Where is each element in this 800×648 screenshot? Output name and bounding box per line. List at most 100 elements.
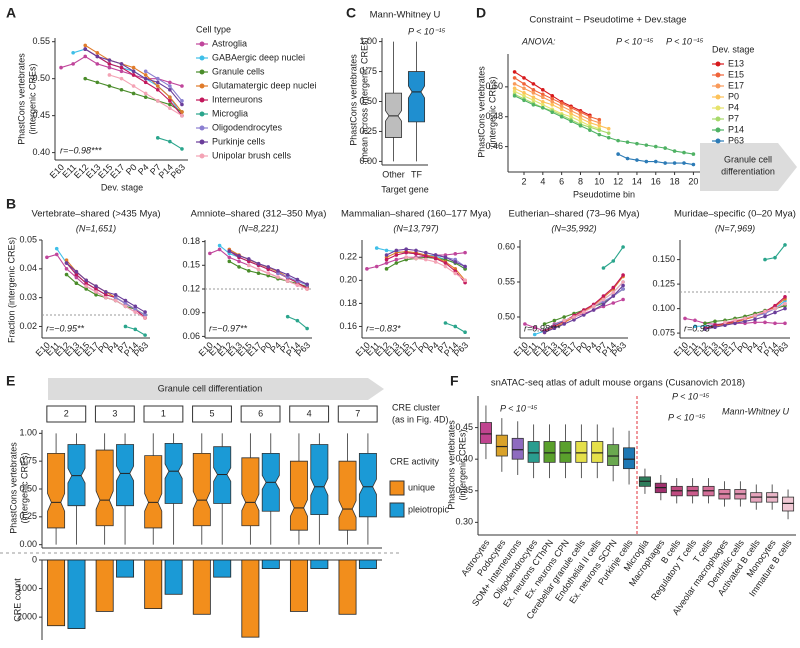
box <box>407 71 426 123</box>
data-point <box>59 65 63 70</box>
data-point <box>453 271 458 276</box>
legend-label: P7 <box>728 113 739 123</box>
data-point <box>522 91 526 95</box>
data-point <box>569 108 573 113</box>
box <box>47 452 66 529</box>
category-box <box>143 405 184 423</box>
data-point <box>414 248 418 253</box>
data-point <box>522 98 526 103</box>
data-point <box>133 307 138 311</box>
data-point <box>550 102 555 107</box>
data-point <box>404 255 408 260</box>
data-point <box>559 104 564 109</box>
box <box>95 449 114 527</box>
series-line <box>84 44 183 113</box>
chart-title: Muridae–specific (0–20 Mya) <box>674 209 796 220</box>
data-point <box>131 84 136 88</box>
data-point <box>113 292 118 297</box>
legend-label: E13 <box>728 58 744 68</box>
bar <box>67 559 86 629</box>
annotation: P < 10⁻¹⁵ <box>408 26 446 36</box>
data-point <box>562 315 566 319</box>
box <box>144 455 163 529</box>
data-point <box>644 143 649 147</box>
data-point <box>305 287 309 291</box>
data-point <box>591 308 596 312</box>
x-axis-label: Target gene <box>381 184 429 194</box>
y-tick-label: 2000 <box>17 612 37 622</box>
data-point <box>611 301 616 305</box>
data-point <box>131 91 136 96</box>
data-point <box>433 256 438 261</box>
data-point <box>384 267 389 271</box>
data-point <box>131 73 136 77</box>
data-point <box>522 94 526 98</box>
box <box>511 437 524 460</box>
legend-swatch <box>199 55 205 61</box>
data-point <box>123 301 128 306</box>
data-point <box>83 76 88 81</box>
box <box>495 434 508 457</box>
y-tick-label: 0.55 <box>497 276 515 286</box>
y-tick-label: 0.50 <box>497 311 515 321</box>
data-point <box>107 65 112 70</box>
arrow-shape <box>700 143 797 191</box>
data-point <box>682 150 686 155</box>
data-point <box>691 162 696 167</box>
series-line <box>145 70 183 102</box>
data-point <box>74 281 79 286</box>
annotation: ANOVA: <box>521 36 556 46</box>
y-tick-label: 0.25 <box>359 126 377 136</box>
y-tick-label: 0.50 <box>359 96 377 106</box>
panel-letter: C <box>346 5 356 21</box>
data-point <box>569 105 573 110</box>
data-point <box>783 301 787 306</box>
data-point <box>394 248 399 253</box>
data-point <box>572 315 576 319</box>
data-point <box>644 159 649 164</box>
box <box>289 460 308 531</box>
chart-title: snATAC-seq atlas of adult mouse organs (… <box>491 378 745 389</box>
data-point <box>550 94 555 98</box>
data-point <box>531 95 536 100</box>
data-point <box>107 58 112 62</box>
data-point <box>531 102 536 107</box>
legend-label: Oligodendrocytes <box>212 122 283 132</box>
y-axis-label: (intergenic CREs) <box>19 452 29 523</box>
data-point <box>119 87 124 92</box>
legend-swatch <box>715 94 721 100</box>
box <box>338 460 357 531</box>
data-point <box>713 319 717 324</box>
y-axis-label: Fraction (intergenic CREs) <box>6 237 16 343</box>
y-axis-label: Phastcons vertebrates <box>446 420 456 510</box>
data-point <box>693 324 697 329</box>
data-point <box>522 82 526 86</box>
data-point <box>64 261 69 265</box>
data-point <box>653 144 658 149</box>
data-point <box>266 271 271 275</box>
data-point <box>404 247 408 252</box>
y-tick-label: 0.55 <box>32 36 50 46</box>
data-point <box>424 257 428 262</box>
data-point <box>143 310 147 314</box>
data-point <box>606 135 611 140</box>
series-line <box>157 137 183 150</box>
chart-title: Eutherian–shared (73–96 Mya) <box>509 209 640 220</box>
data-point <box>635 158 639 162</box>
data-point <box>404 250 408 255</box>
data-point <box>443 321 448 325</box>
data-point <box>227 249 232 253</box>
y-axis-label: (intergenic CREs) <box>27 63 37 134</box>
data-point <box>588 117 592 122</box>
legend-swatch <box>715 116 721 122</box>
chart-subtitle: (N=35,992) <box>551 223 596 233</box>
data-point <box>45 255 49 260</box>
data-point <box>578 116 583 121</box>
y-tick-label: 0.100 <box>652 303 675 313</box>
y-tick-label: 0.30 <box>455 517 473 527</box>
data-point <box>783 321 787 326</box>
data-point <box>621 273 625 277</box>
annotation: P < 10⁻¹⁵ <box>616 36 654 46</box>
series-line <box>277 272 308 286</box>
